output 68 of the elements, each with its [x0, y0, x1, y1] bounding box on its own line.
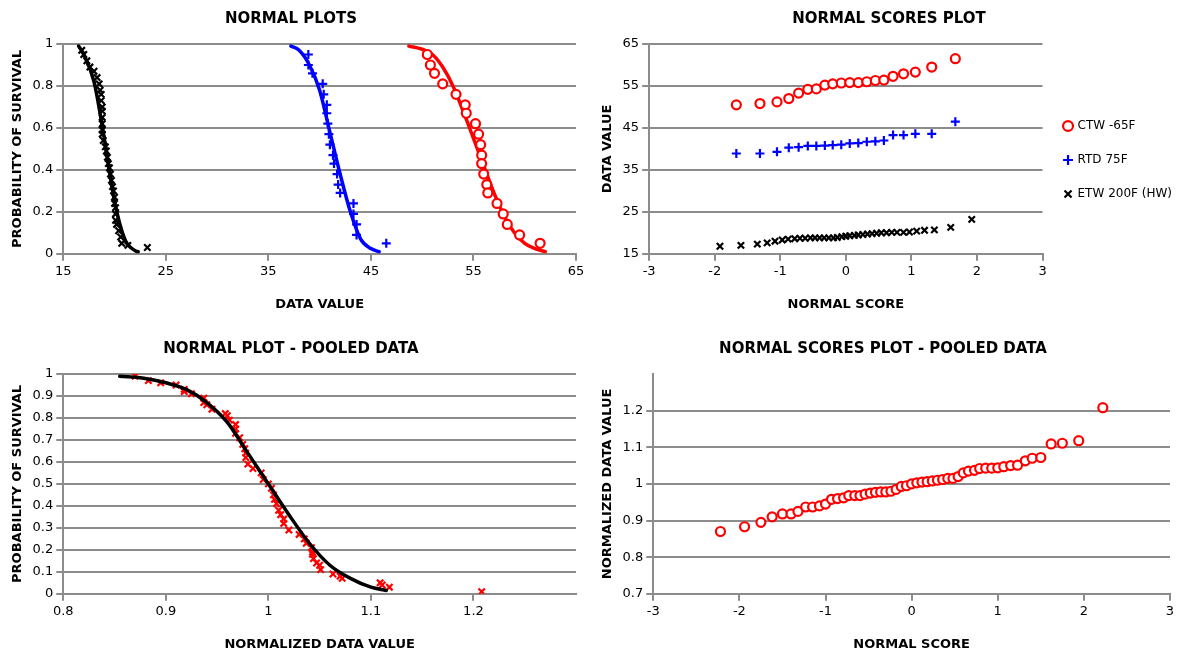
- x-tick-label: -2: [708, 262, 722, 278]
- x-tick-label: 55: [465, 262, 482, 278]
- chart-title: NORMAL SCORES PLOT: [792, 8, 987, 27]
- y-tick-label: 1: [634, 475, 644, 491]
- chart-title: NORMAL PLOT - POOLED DATA: [163, 338, 420, 357]
- y-tick-label: 0.9: [32, 387, 54, 403]
- y-tick-label: 0: [44, 245, 54, 261]
- x-tick-label: 0.9: [155, 602, 177, 618]
- y-tick-label: 0.7: [32, 431, 54, 447]
- x-tick-label: -1: [819, 602, 832, 618]
- x-tick-label: 45: [362, 262, 380, 278]
- x-tick-label: 3: [1038, 262, 1047, 278]
- y-tick-label: 0.8: [32, 409, 54, 425]
- y-axis-title: PROBABILITY OF SURVIVAL: [9, 384, 25, 583]
- y-tick-label: 0.2: [32, 203, 54, 219]
- x-tick-label: 25: [157, 262, 175, 278]
- x-tick-label: 1: [264, 602, 273, 618]
- y-tick-label: 0.6: [32, 119, 54, 135]
- chart-title: NORMAL SCORES PLOT - POOLED DATA: [719, 338, 1048, 357]
- legend-label: RTD 75F: [1077, 152, 1128, 167]
- legend-label: CTW -65F: [1077, 118, 1136, 133]
- y-tick-label: 0.8: [32, 77, 54, 93]
- x-tick-label: 0: [907, 602, 916, 618]
- x-tick-label: 65: [567, 262, 585, 278]
- x-tick-label: 35: [260, 262, 277, 278]
- x-tick-label: 1.1: [360, 602, 382, 618]
- y-tick-label: 0.1: [32, 563, 54, 579]
- y-tick-label: 1.1: [622, 438, 644, 454]
- y-tick-label: 0.5: [32, 475, 54, 491]
- x-axis-title: DATA VALUE: [275, 295, 365, 311]
- y-tick-label: 45: [622, 119, 640, 135]
- y-axis-title: NORMALIZED DATA VALUE: [599, 388, 615, 580]
- chart-title: NORMAL PLOTS: [225, 8, 357, 27]
- y-tick-label: 1: [44, 365, 54, 381]
- x-axis-title: NORMALIZED DATA VALUE: [224, 635, 415, 651]
- x-tick-label: -3: [646, 602, 660, 618]
- y-tick-label: 55: [622, 77, 640, 93]
- y-tick-label: 0.7: [622, 585, 644, 601]
- y-axis-title: PROBABILITY OF SURVIVAL: [9, 49, 25, 248]
- y-tick-label: 35: [622, 161, 640, 177]
- y-tick-label: 0.4: [32, 497, 54, 513]
- x-tick-label: 1: [993, 602, 1002, 618]
- y-tick-label: 0.3: [32, 519, 54, 535]
- x-tick-label: 15: [55, 262, 72, 278]
- y-tick-label: 0.6: [32, 453, 54, 469]
- y-tick-label: 25: [622, 203, 640, 219]
- y-tick-label: 0.8: [622, 548, 644, 564]
- y-tick-label: 65: [622, 35, 640, 51]
- y-tick-label: 1.2: [622, 402, 644, 418]
- x-tick-label: 2: [972, 262, 982, 278]
- y-tick-label: 0.4: [32, 161, 54, 177]
- x-tick-label: 3: [1165, 602, 1175, 618]
- y-tick-label: 0.9: [622, 511, 644, 527]
- x-tick-label: 2: [1079, 602, 1089, 618]
- x-tick-label: 1.2: [463, 602, 484, 618]
- x-tick-label: -1: [773, 262, 787, 278]
- x-tick-label: 0: [841, 262, 850, 278]
- y-tick-label: 15: [622, 245, 640, 261]
- y-tick-label: 1: [44, 35, 54, 51]
- x-tick-label: 1: [907, 262, 916, 278]
- x-tick-label: -3: [642, 262, 656, 278]
- legend-label: ETW 200F (HW): [1077, 186, 1172, 201]
- y-tick-label: 0.2: [32, 541, 54, 557]
- x-tick-label: -2: [732, 602, 746, 618]
- y-axis-title: DATA VALUE: [599, 104, 615, 194]
- x-axis-title: NORMAL SCORE: [787, 295, 905, 311]
- x-axis-title: NORMAL SCORE: [853, 635, 970, 651]
- y-tick-label: 0: [44, 585, 54, 601]
